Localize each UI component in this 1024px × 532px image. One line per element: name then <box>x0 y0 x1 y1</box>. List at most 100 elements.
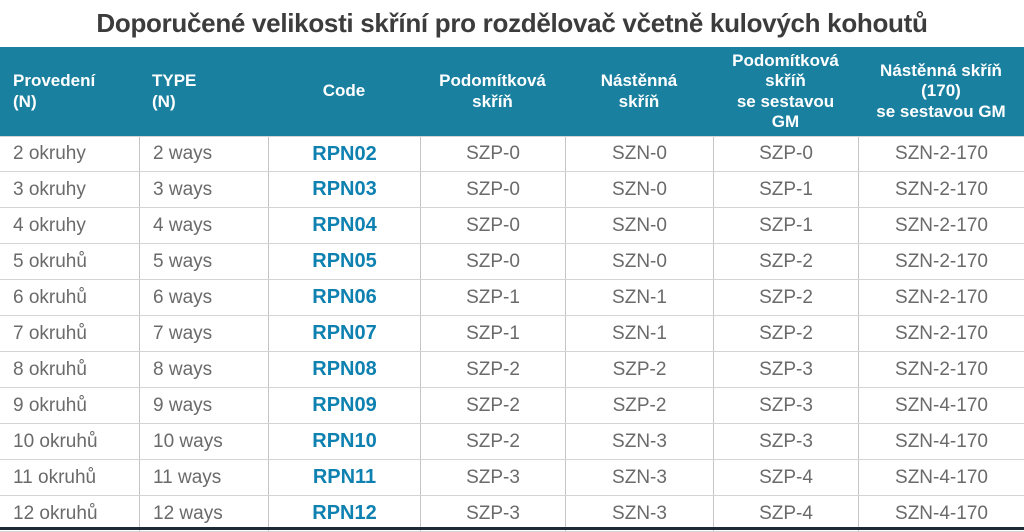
cell-code: RPN04 <box>268 208 420 243</box>
cell-szn_170_gm: SZN-4-170 <box>858 496 1024 531</box>
cell-szp_gm: SZP-2 <box>713 316 858 351</box>
cell-type: 10 ways <box>139 424 268 459</box>
cell-type: 2 ways <box>139 137 268 171</box>
cell-type: 5 ways <box>139 244 268 279</box>
cell-type: 12 ways <box>139 496 268 531</box>
cell-provedeni: 6 okruhů <box>13 286 87 308</box>
cell-provedeni: 3 okruhy <box>13 178 86 200</box>
cell-type: 3 ways <box>139 172 268 207</box>
cell-szn: SZN-3 <box>565 424 713 459</box>
cell-szp_gm: SZP-3 <box>713 424 858 459</box>
cell-provedeni: 9 okruhů <box>13 394 87 416</box>
table-row: 12 okruhů 12 ways RPN12 SZP-3 SZN-3 SZP-4 SZN-… <box>0 496 1024 532</box>
table-row: 3 okruhy 3 ways RPN03 SZP-0 SZN-0 SZP-1 SZN-2-… <box>0 172 1024 208</box>
cell-szp_gm: SZP-4 <box>713 496 858 531</box>
cell-provedeni: 5 okruhů <box>13 250 87 272</box>
cell-szn: SZN-0 <box>565 137 713 171</box>
cell-szn_170_gm: SZN-2-170 <box>858 137 1024 171</box>
cell-szn: SZN-3 <box>565 460 713 495</box>
cell-szn_170_gm: SZN-2-170 <box>858 316 1024 351</box>
cell-szp: SZP-3 <box>420 460 565 495</box>
cell-szn_170_gm: SZN-4-170 <box>858 388 1024 423</box>
table-row: 5 okruhů 5 ways RPN05 SZP-0 SZN-0 SZP-2 SZN-2-… <box>0 244 1024 280</box>
cell-code: RPN02 <box>268 137 420 171</box>
cell-szp: SZP-1 <box>420 316 565 351</box>
cell-szp: SZP-0 <box>420 244 565 279</box>
cell-szp: SZP-2 <box>420 424 565 459</box>
cell-szn_170_gm: SZN-2-170 <box>858 352 1024 387</box>
cell-provedeni: 11 okruhů <box>13 466 97 488</box>
cell-szn_170_gm: SZN-2-170 <box>858 172 1024 207</box>
column-header-code: Code <box>322 81 366 101</box>
column-header-provedeni: Provedení (N) <box>13 71 96 111</box>
column-header-type: TYPE (N) <box>152 71 197 111</box>
cell-szp: SZP-2 <box>420 388 565 423</box>
page-title: Doporučené velikosti skříní pro rozdělov… <box>96 8 928 38</box>
cell-provedeni: 4 okruhy <box>13 214 86 236</box>
cell-code: RPN09 <box>268 388 420 423</box>
table-header: Provedení (N) TYPE (N) Code Podomítková skř… <box>0 47 1024 136</box>
cell-code: RPN08 <box>268 352 420 387</box>
cell-szp_gm: SZP-1 <box>713 208 858 243</box>
cell-szp: SZP-1 <box>420 280 565 315</box>
cell-szn: SZN-0 <box>565 172 713 207</box>
column-header-szp_gm: Podomítková skříň se sestavou GM <box>732 51 839 131</box>
cell-code: RPN10 <box>268 424 420 459</box>
table-row: 6 okruhů 6 ways RPN06 SZP-1 SZN-1 SZP-2 SZN-2-… <box>0 280 1024 316</box>
cell-code: RPN12 <box>268 496 420 531</box>
cell-type: 6 ways <box>139 280 268 315</box>
cell-code: RPN07 <box>268 316 420 351</box>
cell-code: RPN03 <box>268 172 420 207</box>
cell-szp: SZP-0 <box>420 137 565 171</box>
cell-type: 8 ways <box>139 352 268 387</box>
cell-szn: SZN-0 <box>565 244 713 279</box>
cell-szn: SZP-2 <box>565 352 713 387</box>
cell-szn: SZP-2 <box>565 388 713 423</box>
cell-provedeni: 7 okruhů <box>13 322 87 344</box>
cell-szp_gm: SZP-3 <box>713 388 858 423</box>
table-row: 11 okruhů 11 ways RPN11 SZP-3 SZN-3 SZP-4 SZN-… <box>0 460 1024 496</box>
cabinet-sizes-table: Provedení (N) TYPE (N) Code Podomítková skř… <box>0 47 1024 532</box>
cell-code: RPN06 <box>268 280 420 315</box>
cell-szp_gm: SZP-2 <box>713 280 858 315</box>
cell-provedeni: 2 okruhy <box>13 143 86 164</box>
cell-szn: SZN-3 <box>565 496 713 531</box>
cell-szp_gm: SZP-0 <box>713 137 858 171</box>
cell-szn: SZN-0 <box>565 208 713 243</box>
cell-szp_gm: SZP-1 <box>713 172 858 207</box>
column-header-szp: Podomítková skříň <box>439 71 546 111</box>
cell-provedeni: 10 okruhů <box>13 430 98 452</box>
table-row: 10 okruhů 10 ways RPN10 SZP-2 SZN-3 SZP-3 SZN-… <box>0 424 1024 460</box>
cell-szp_gm: SZP-3 <box>713 352 858 387</box>
cell-szn_170_gm: SZN-2-170 <box>858 280 1024 315</box>
table-row: 8 okruhů 8 ways RPN08 SZP-2 SZP-2 SZP-3 SZN-2-… <box>0 352 1024 388</box>
table-row: 2 okruhy 2 ways RPN02 SZP-0 SZN-0 SZP-0 SZN-2-… <box>0 136 1024 172</box>
cell-szn_170_gm: SZN-2-170 <box>858 208 1024 243</box>
table-row: 7 okruhů 7 ways RPN07 SZP-1 SZN-1 SZP-2 SZN-2-… <box>0 316 1024 352</box>
cell-szp: SZP-0 <box>420 208 565 243</box>
cell-type: 7 ways <box>139 316 268 351</box>
table-row: 9 okruhů 9 ways RPN09 SZP-2 SZP-2 SZP-3 SZN-4-… <box>0 388 1024 424</box>
cell-provedeni: 12 okruhů <box>13 502 98 524</box>
cell-szn: SZN-1 <box>565 316 713 351</box>
cell-code: RPN05 <box>268 244 420 279</box>
cell-type: 11 ways <box>139 460 268 495</box>
cell-type: 4 ways <box>139 208 268 243</box>
table-row: 4 okruhy 4 ways RPN04 SZP-0 SZN-0 SZP-1 SZN-2-… <box>0 208 1024 244</box>
cell-szp: SZP-2 <box>420 352 565 387</box>
cell-szp: SZP-3 <box>420 496 565 531</box>
title-bar: Doporučené velikosti skříní pro rozdělov… <box>0 0 1024 47</box>
bottom-accent-bar <box>0 527 1024 530</box>
cell-type: 9 ways <box>139 388 268 423</box>
cell-szp_gm: SZP-4 <box>713 460 858 495</box>
cell-szn_170_gm: SZN-2-170 <box>858 244 1024 279</box>
cell-provedeni: 8 okruhů <box>13 358 87 380</box>
column-header-szn_170_gm: Nástěnná skříň (170) se sestavou GM <box>876 61 1006 121</box>
cell-szn_170_gm: SZN-4-170 <box>858 460 1024 495</box>
cell-code: RPN11 <box>268 460 420 495</box>
table-header-row: Provedení (N) TYPE (N) Code Podomítková skř… <box>0 47 1024 136</box>
cell-szn: SZN-1 <box>565 280 713 315</box>
column-header-szn: Nástěnná skříň <box>600 71 678 111</box>
table-body: 2 okruhy 2 ways RPN02 SZP-0 SZN-0 SZP-0 SZN-2-… <box>0 136 1024 532</box>
